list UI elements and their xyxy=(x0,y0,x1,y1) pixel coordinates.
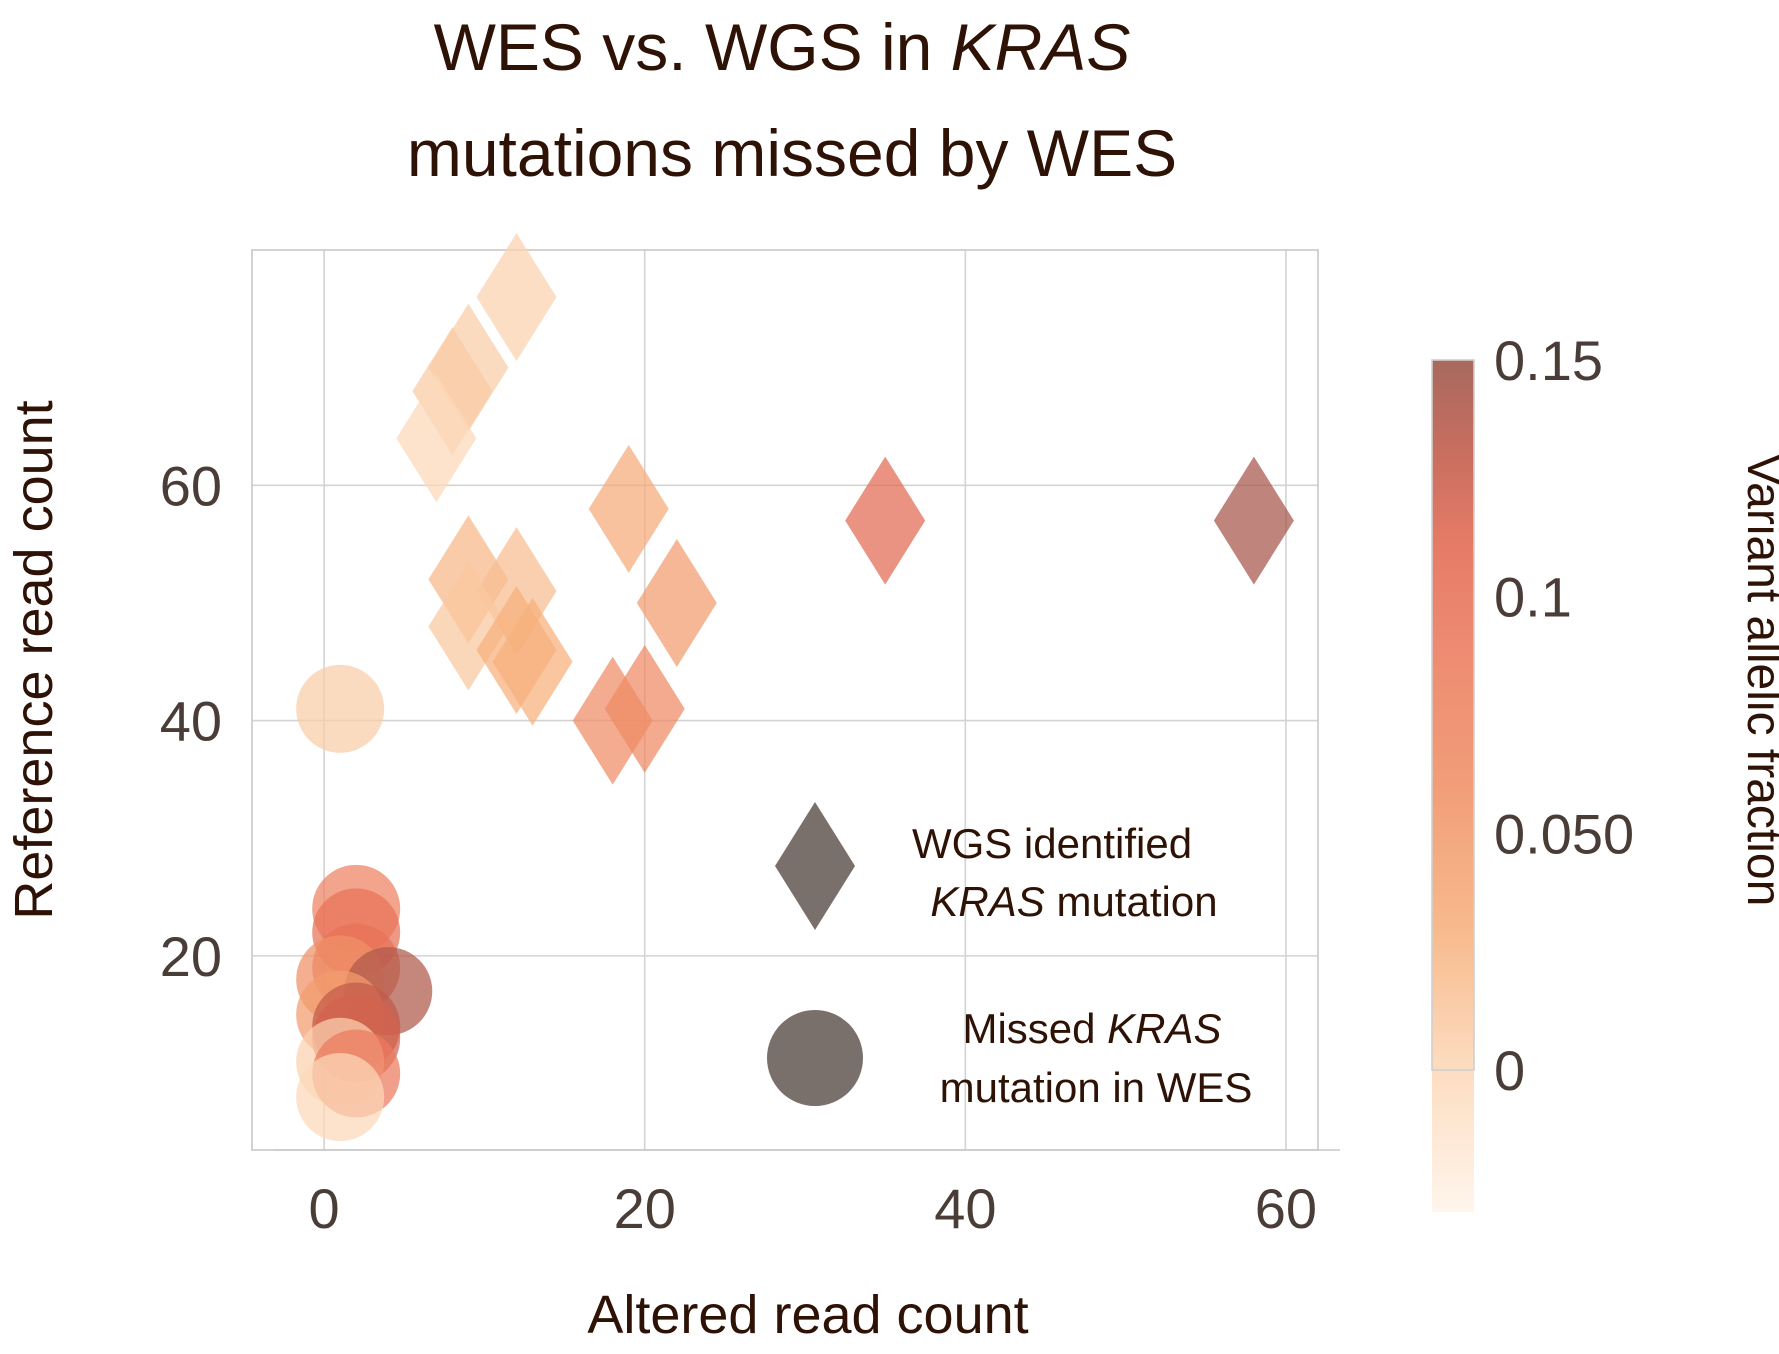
x-tick-label: 20 xyxy=(614,1177,676,1240)
colorbar: 0.15 0.1 0.050 0 Variant allelic fraction xyxy=(1431,329,1779,1212)
diamond-point xyxy=(476,233,557,362)
circle-series xyxy=(296,664,433,1142)
diamond-point xyxy=(1213,456,1294,585)
chart-title-line2: mutations missed by WES xyxy=(407,116,1177,190)
y-axis-title: Reference read count xyxy=(4,400,64,919)
diamond-point xyxy=(396,374,477,503)
legend-diamond-label-line1: WGS identified xyxy=(912,820,1192,867)
x-ticks: 0 20 40 60 xyxy=(309,1177,1318,1240)
colorbar-title: Variant allelic fraction xyxy=(1737,454,1779,907)
diamond-series xyxy=(396,233,1294,785)
diamond-point xyxy=(492,597,573,726)
legend-circle-marker xyxy=(767,1010,863,1106)
colorbar-frame xyxy=(1431,359,1475,1071)
diamond-point xyxy=(588,444,669,573)
colorbar-fill xyxy=(1432,360,1474,1212)
y-tick-label: 20 xyxy=(160,925,222,988)
diamond-point xyxy=(845,456,926,585)
x-tick-label: 40 xyxy=(934,1177,996,1240)
circle-point xyxy=(296,1053,385,1142)
x-tick-label: 60 xyxy=(1255,1177,1317,1240)
y-tick-label: 60 xyxy=(160,454,222,517)
chart-title-line1: WES vs. WGS in KRAS xyxy=(434,10,1131,84)
legend-diamond-label-line2: KRAS mutation xyxy=(930,878,1217,925)
plot-area xyxy=(251,233,1319,1151)
colorbar-tick-label: 0.15 xyxy=(1494,329,1603,392)
y-tick-label: 40 xyxy=(160,690,222,753)
diamond-point xyxy=(636,538,717,667)
colorbar-tick-label: 0.050 xyxy=(1494,802,1634,865)
circle-point xyxy=(296,664,385,753)
colorbar-tick-label: 0 xyxy=(1494,1039,1525,1102)
colorbar-ticks: 0.15 0.1 0.050 0 xyxy=(1494,329,1634,1102)
y-ticks: 20 40 60 xyxy=(160,454,222,988)
diamond-point xyxy=(572,656,653,785)
legend-circle-label-line2: mutation in WES xyxy=(940,1064,1253,1111)
x-axis-title: Altered read count xyxy=(587,1285,1028,1345)
colorbar-tick-label: 0.1 xyxy=(1494,566,1572,629)
x-tick-label: 0 xyxy=(309,1177,340,1240)
legend: WGS identified KRAS mutation Missed KRAS… xyxy=(767,802,1252,1111)
legend-diamond-marker xyxy=(775,802,855,930)
legend-circle-label-line1: Missed KRAS xyxy=(962,1005,1221,1052)
